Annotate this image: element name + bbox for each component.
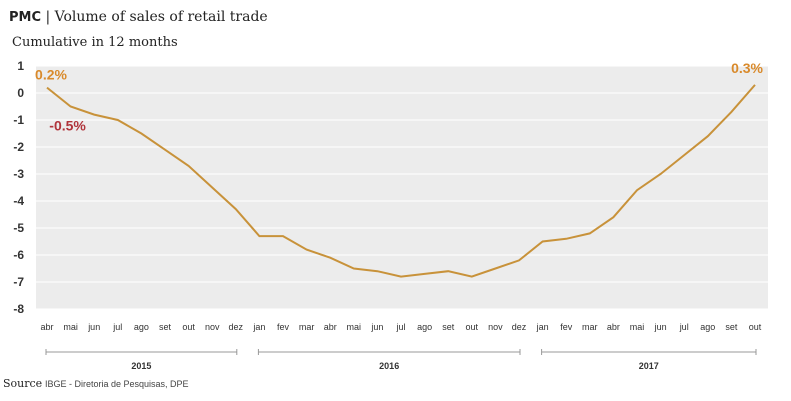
y-tick-label: -5 bbox=[13, 221, 24, 235]
chart-title: PMC | Volume of sales of retail trade bbox=[9, 9, 268, 25]
x-tick-label: out bbox=[182, 322, 195, 332]
x-tick-label: jun bbox=[370, 322, 383, 332]
y-tick-label: -2 bbox=[13, 140, 24, 154]
series-line bbox=[46, 84, 756, 278]
x-tick-label: ago bbox=[134, 322, 149, 332]
source-note: Source IBGE - Diretoria de Pesquisas, DP… bbox=[3, 377, 189, 390]
x-tick-label: fev bbox=[277, 322, 290, 332]
x-tick-label: jun bbox=[654, 322, 667, 332]
source-text: IBGE - Diretoria de Pesquisas, DPE bbox=[44, 379, 189, 389]
title-text: Volume of sales of retail trade bbox=[54, 9, 268, 25]
x-tick-label: jul bbox=[112, 322, 122, 332]
chart-subtitle: Cumulative in 12 months bbox=[12, 35, 178, 50]
x-tick-label: jul bbox=[679, 322, 689, 332]
x-tick-label: abr bbox=[607, 322, 620, 332]
title-separator: | bbox=[41, 9, 55, 25]
x-tick-label: mar bbox=[299, 322, 315, 332]
data-label: 0.2% bbox=[35, 67, 67, 83]
y-tick-label: -8 bbox=[13, 302, 24, 316]
x-tick-label: mai bbox=[63, 322, 78, 332]
y-tick-label: -3 bbox=[13, 167, 24, 181]
y-tick-label: 1 bbox=[17, 59, 24, 73]
x-tick-label: mar bbox=[582, 322, 598, 332]
x-tick-label: mai bbox=[630, 322, 645, 332]
title-prefix: PMC bbox=[9, 10, 42, 25]
x-tick-label: ago bbox=[700, 322, 715, 332]
y-tick-label: -6 bbox=[13, 248, 24, 262]
x-tick-label: abr bbox=[40, 322, 53, 332]
x-tick-label: fev bbox=[560, 322, 573, 332]
year-label: 2017 bbox=[639, 361, 659, 371]
x-tick-label: jan bbox=[252, 322, 265, 332]
y-tick-label: 0 bbox=[17, 86, 24, 100]
x-tick-label: nov bbox=[205, 322, 220, 332]
x-tick-label: nov bbox=[488, 322, 503, 332]
y-tick-label: -7 bbox=[13, 275, 24, 289]
x-tick-label: jul bbox=[395, 322, 405, 332]
y-tick-label: -1 bbox=[13, 113, 24, 127]
x-tick-label: set bbox=[159, 322, 172, 332]
x-tick-label: jun bbox=[87, 322, 100, 332]
x-tick-label: set bbox=[725, 322, 738, 332]
x-tick-label: dez bbox=[512, 322, 527, 332]
x-tick-label: jan bbox=[536, 322, 549, 332]
year-label: 2016 bbox=[379, 361, 399, 371]
data-label: 0.3% bbox=[731, 60, 763, 76]
x-tick-label: dez bbox=[229, 322, 244, 332]
gridlines bbox=[36, 65, 768, 310]
y-tick-label: -4 bbox=[13, 194, 24, 208]
year-label: 2015 bbox=[131, 361, 151, 371]
y-axis-ticks: 1 0 -1 -2 -3 -4 -5 -6 -7 -8 bbox=[13, 59, 24, 316]
x-tick-label: set bbox=[442, 322, 455, 332]
annotations: 0.2% -0.5% 0.3% bbox=[35, 60, 764, 134]
data-label: -0.5% bbox=[49, 118, 86, 134]
year-brackets: 2015 2016 2017 bbox=[45, 349, 757, 371]
x-tick-label: abr bbox=[324, 322, 337, 332]
x-tick-label: ago bbox=[417, 322, 432, 332]
x-tick-label: out bbox=[466, 322, 479, 332]
plot-background bbox=[36, 66, 768, 309]
source-label: Source bbox=[3, 377, 43, 390]
x-tick-label: out bbox=[749, 322, 762, 332]
x-axis-ticks: abr mai jun jul ago set out nov dez jan fev mar abr m… bbox=[40, 322, 761, 332]
x-tick-label: mai bbox=[347, 322, 362, 332]
